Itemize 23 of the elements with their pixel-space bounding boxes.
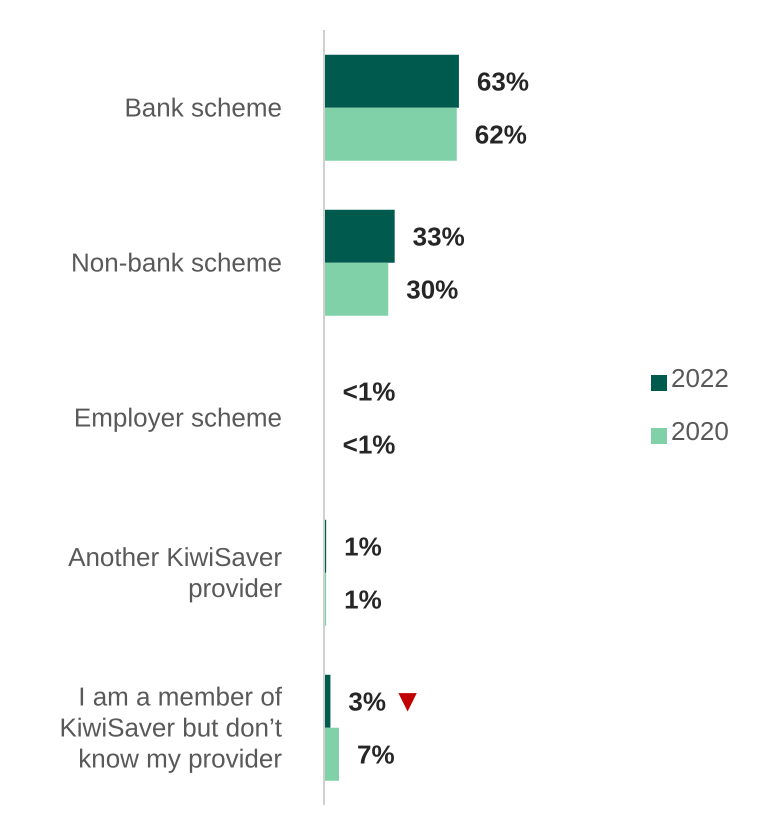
annotation: ▼ xyxy=(398,686,418,714)
y-tick-label: Bank scheme xyxy=(124,92,282,122)
legend-label: 2020 xyxy=(671,416,729,446)
bar xyxy=(324,108,457,161)
y-tick-label: I am a member of KiwiSaver but don’t know my provider xyxy=(59,682,283,774)
bar xyxy=(324,210,395,263)
legend-label: 2022 xyxy=(671,362,729,392)
bar xyxy=(324,54,459,108)
data-label: 30% xyxy=(406,274,458,304)
data-label: 33% xyxy=(412,221,465,252)
data-label: 1% xyxy=(344,531,382,562)
data-label: 62% xyxy=(474,119,527,150)
data-label: 1% xyxy=(344,584,382,614)
data-label: 7% xyxy=(356,739,395,770)
bar xyxy=(324,262,388,316)
y-tick-label: Non-bank scheme xyxy=(71,248,282,278)
y-tick-label: Another KiwiSaver provider xyxy=(68,542,282,603)
data-label: <1% xyxy=(342,429,396,460)
data-label: <1% xyxy=(342,376,396,406)
data-label: 3% xyxy=(348,686,386,716)
y-tick-label: Employer scheme xyxy=(74,402,282,432)
data-label: 63% xyxy=(476,66,529,96)
bar xyxy=(324,728,339,781)
